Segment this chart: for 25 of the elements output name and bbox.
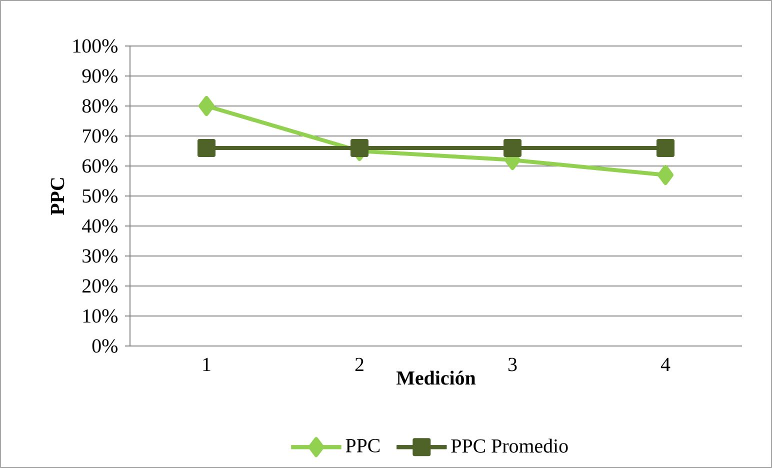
- x-tick-label: 3: [508, 358, 517, 372]
- legend-label: PPC Promedio: [451, 438, 568, 453]
- legend-label: PPC: [346, 439, 380, 452]
- point: [656, 138, 675, 157]
- point: [198, 96, 215, 116]
- y-tick-label: 0%: [92, 339, 118, 353]
- point: [198, 138, 216, 157]
- y-tick-label: 50%: [82, 189, 118, 203]
- y-axis-title: PPC: [50, 178, 64, 216]
- y-tick-label: 70%: [82, 129, 118, 143]
- x-tick-label: 1: [203, 358, 210, 371]
- point: [504, 138, 522, 157]
- x-axis-title: Medición: [396, 370, 476, 385]
- y-tick-label: 90%: [82, 69, 118, 83]
- x-tick-label: 2: [355, 358, 364, 372]
- point: [350, 138, 369, 157]
- y-tick-label: 100%: [73, 39, 118, 53]
- y-tick-label: 60%: [82, 159, 118, 173]
- y-tick-label: 20%: [82, 279, 118, 293]
- y-tick-label: 80%: [82, 99, 118, 113]
- y-tick-label: 40%: [82, 219, 118, 233]
- y-tick-label: 30%: [82, 249, 118, 263]
- y-tick-label: 10%: [83, 309, 118, 323]
- point: [658, 164, 674, 185]
- x-tick-label: 4: [660, 358, 670, 371]
